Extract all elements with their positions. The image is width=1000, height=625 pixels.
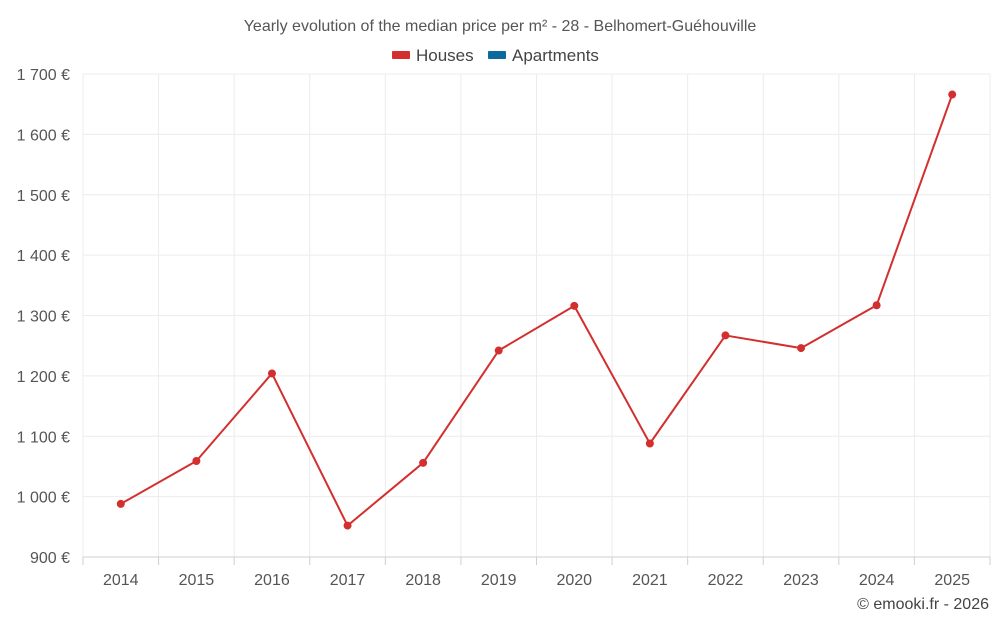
data-point-houses-2024[interactable] [872,301,881,310]
series-layer [116,90,957,530]
x-tick-label: 2024 [859,572,895,589]
legend-label-apartments[interactable]: Apartments [512,46,599,65]
x-tick-label: 2015 [179,572,215,589]
y-tick-label: 1 400 € [17,248,70,265]
x-tick-label: 2018 [405,572,441,589]
data-point-houses-2018[interactable] [419,458,428,467]
data-point-houses-2021[interactable] [645,439,654,448]
legend-label-houses[interactable]: Houses [416,46,474,65]
data-point-houses-2015[interactable] [192,457,201,466]
y-tick-label: 1 600 € [17,127,70,144]
x-tick-label: 2022 [708,572,744,589]
y-axis-labels: 900 € 1 000 € 1 100 € 1 200 € 1 300 € 1 400 €… [17,67,70,567]
data-point-houses-2017[interactable] [343,521,352,530]
data-point-houses-2016[interactable] [267,369,276,378]
y-tick-label: 1 100 € [17,429,70,446]
x-tick-label: 2017 [330,572,366,589]
y-tick-label: 1 000 € [17,490,70,507]
data-point-houses-2023[interactable] [797,344,806,353]
legend: Houses Apartments [392,46,599,65]
data-point-houses-2020[interactable] [570,301,579,310]
y-tick-label: 1 200 € [17,369,70,386]
x-tick-label: 2025 [934,572,970,589]
legend-swatch-apartments[interactable] [488,51,506,59]
series-line-houses [120,94,954,527]
chart-title: Yearly evolution of the median price per… [244,18,757,35]
y-tick-label: 1 700 € [17,67,70,84]
grid [82,73,991,557]
y-tick-label: 900 € [30,550,70,567]
data-point-houses-2025[interactable] [948,90,957,99]
data-point-houses-2014[interactable] [116,499,125,508]
data-point-houses-2022[interactable] [721,331,730,340]
x-tick-label: 2019 [481,572,517,589]
x-tick-label: 2021 [632,572,668,589]
x-tick-label: 2020 [556,572,592,589]
y-tick-label: 1 300 € [17,309,70,326]
data-point-houses-2019[interactable] [494,346,503,355]
x-tick-label: 2023 [783,572,819,589]
y-tick-label: 1 500 € [17,188,70,205]
x-tick-label: 2016 [254,572,290,589]
x-tick-label: 2014 [103,572,139,589]
credit-text: © emooki.fr - 2026 [857,596,989,613]
x-axis-labels: 2014 2015 2016 2017 2018 2019 2020 2021 2022 2023… [82,557,991,589]
legend-swatch-houses[interactable] [392,51,410,59]
